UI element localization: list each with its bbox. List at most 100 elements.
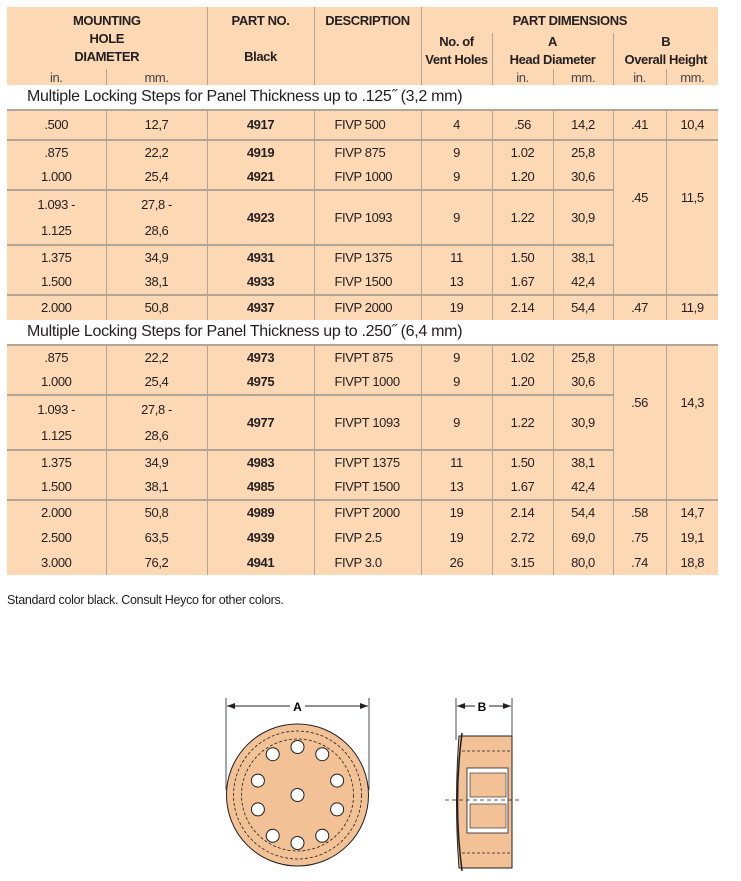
- vent-holes: 9: [420, 165, 493, 190]
- a-mm: 25,8: [552, 344, 614, 370]
- table-row: .500 12,7 4917 FIVP 500 4.56 14,2.41 10,4: [7, 109, 719, 140]
- header-line: DIAMETER: [74, 49, 140, 64]
- description: FIVPT 2000: [313, 499, 422, 525]
- header-line: A: [548, 34, 558, 49]
- vent-holes: 9: [420, 189, 493, 245]
- a-in: 3.15: [491, 550, 554, 575]
- b-mm: 18,8: [665, 550, 719, 575]
- vent-holes: 11: [420, 449, 493, 475]
- vent-hole-icon: [290, 740, 305, 754]
- vent-holes: 26: [420, 550, 493, 575]
- section-title: Multiple Locking Steps for Panel Thickne…: [7, 320, 719, 345]
- a-mm: 80,0: [552, 550, 614, 575]
- table-row: 1.375 34,9 4983 FIVPT 1375 11 1.50 38,1: [7, 449, 718, 475]
- header-line: PART NO.: [231, 13, 290, 28]
- b-in: .47: [612, 294, 667, 320]
- label-a: A: [293, 700, 302, 714]
- part-dimensions-header: PART DIMENSIONS: [420, 7, 719, 33]
- part-number: 4983: [206, 449, 315, 475]
- a-in: 1.67: [491, 270, 554, 295]
- hole-in: .875: [7, 344, 106, 370]
- description: FIVP 1000: [313, 165, 422, 190]
- vent-hole-icon: [330, 773, 345, 788]
- hole-mm: 12,7: [105, 109, 208, 140]
- a-in: 1.20: [491, 370, 554, 395]
- b-in: .58: [612, 499, 667, 525]
- hole-in: 1.375: [7, 244, 106, 270]
- unit-in: in.: [612, 69, 667, 85]
- unit-blank: [420, 69, 493, 85]
- vent-holes: 13: [420, 475, 493, 500]
- hole-mm: 50,8: [105, 294, 208, 320]
- hole-in: 2.000: [7, 294, 106, 320]
- hole-in: .500: [7, 109, 106, 140]
- side-view: B: [445, 698, 522, 872]
- table-body: Multiple Locking Steps for Panel Thickne…: [7, 85, 719, 575]
- a-mm: 30,9: [552, 394, 614, 450]
- b-in: .41: [612, 109, 667, 140]
- vent-holes: 19: [420, 294, 493, 320]
- hole-mm: 27,8 - 28,6: [105, 394, 208, 450]
- vent-holes: 19: [420, 499, 493, 525]
- a-mm: 38,1: [552, 449, 614, 475]
- part-number: 4917: [206, 109, 315, 140]
- hole-in: 2.000: [7, 499, 106, 525]
- b-mm: 10,4: [665, 109, 719, 140]
- description: FIVPT 1500: [313, 475, 422, 500]
- header-line: B: [661, 34, 671, 49]
- hole-in: 1.500: [7, 270, 106, 295]
- hole-mm: 76,2: [105, 550, 208, 575]
- b-mm: 14,3: [665, 344, 719, 500]
- a-mm: 38,1: [552, 244, 614, 270]
- vent-holes: 11: [420, 244, 493, 270]
- b-in: .45: [612, 139, 667, 295]
- hole-mm: 38,1: [105, 270, 208, 295]
- part-number: 4921: [206, 165, 315, 190]
- hole-in: 1.093 - 1.125: [7, 189, 106, 245]
- table-row: 3.000 76,2 4941 FIVP 3.0 26 3.15 80,0.74 18,8: [7, 550, 719, 575]
- header-line: Black: [244, 49, 277, 64]
- front-view: A: [225, 698, 370, 867]
- a-in: 1.67: [491, 475, 554, 500]
- a-in: 2.72: [491, 525, 554, 550]
- footnote: Standard color black. Consult Heyco for …: [7, 593, 284, 607]
- vent-hole-icon: [250, 802, 265, 817]
- a-mm: 25,8: [552, 139, 614, 165]
- header-line: No. of: [439, 34, 474, 49]
- vent-hole-icon: [250, 773, 265, 788]
- description: FIVP 2.5: [313, 525, 422, 550]
- hole-in: .875: [7, 139, 106, 165]
- vent-hole-icon: [315, 828, 330, 843]
- a-in: .56: [491, 109, 554, 140]
- hole-in: 1.500: [7, 475, 106, 500]
- table-row: 2.000 50,8 4989 FIVPT 2000 19 2.14 54,4.58 14,7: [7, 499, 719, 525]
- hole-mm: 25,4: [105, 165, 208, 190]
- product-diagram: A B: [225, 698, 522, 872]
- vent-holes: 9: [420, 394, 493, 450]
- table-row: 1.000 25,4 4975 FIVPT 1000 9 1.20 30,6: [7, 370, 718, 395]
- header-line: Head Diameter: [509, 52, 596, 67]
- table-row: 1.093 - 1.125 27,8 - 28,6 4923 FIVP 1093 9 1.…: [7, 189, 718, 245]
- b-header: B Overall Height: [612, 33, 719, 69]
- header-line: MOUNTING: [72, 13, 141, 28]
- table-row: 1.375 34,9 4931 FIVP 1375 11 1.50 38,1: [7, 244, 718, 270]
- description: FIVP 3.0: [313, 550, 422, 575]
- a-mm: 30,9: [552, 189, 614, 245]
- description: FIVPT 875: [313, 344, 422, 370]
- unit-mm: mm.: [552, 69, 614, 85]
- b-mm: 11,5: [665, 139, 719, 295]
- description: FIVP 1500: [313, 270, 422, 295]
- unit-in: in.: [7, 69, 106, 85]
- section-title-row: Multiple Locking Steps for Panel Thickne…: [7, 85, 719, 110]
- vent-hole-icon: [290, 836, 305, 850]
- part-number: 4985: [206, 475, 315, 500]
- hole-in: 1.093 - 1.125: [7, 394, 106, 450]
- a-in: 2.14: [491, 294, 554, 320]
- description: FIVPT 1375: [313, 449, 422, 475]
- a-in: 1.22: [491, 394, 554, 450]
- a-mm: 14,2: [552, 109, 614, 140]
- b-in: .56: [612, 344, 667, 500]
- header-line: Vent Holes: [425, 52, 488, 67]
- hole-mm: 63,5: [105, 525, 208, 550]
- part-number: 4939: [206, 525, 315, 550]
